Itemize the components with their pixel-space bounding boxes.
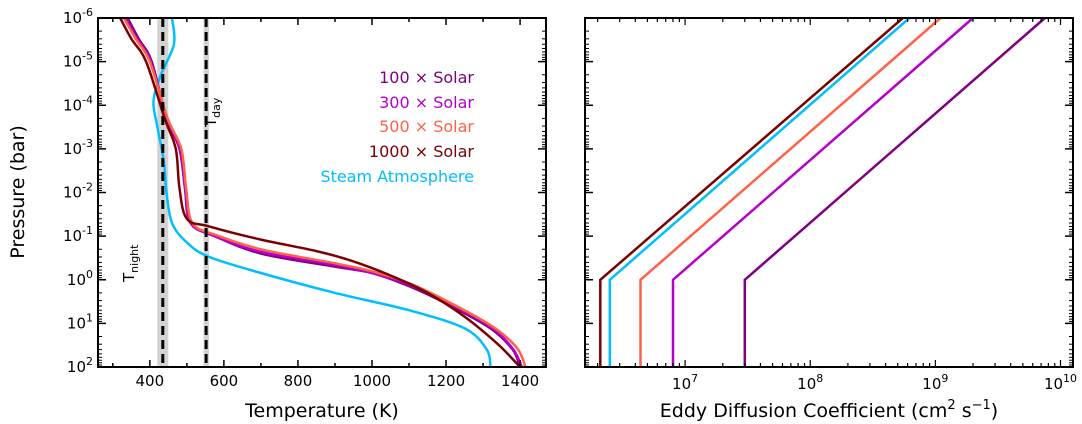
isotherm-lines xyxy=(161,18,208,367)
isotherm-bands xyxy=(157,18,210,367)
y-tick-base: 10 xyxy=(63,53,82,71)
right-x-tick-labels: 107 108 109 1010 xyxy=(672,372,1077,393)
x-tick-exponent: 8 xyxy=(816,372,823,385)
right-axis-ticks xyxy=(585,17,1073,368)
right-x-axis-title: Eddy Diffusion Coefficient (cm2 s−1) xyxy=(660,398,998,422)
y-tick-label: 101 xyxy=(67,311,93,332)
legend: 100 × Solar 300 × Solar 500 × Solar 1000 × … xyxy=(320,68,474,186)
y-tick-exponent: -3 xyxy=(82,137,93,150)
y-tick-label: 10-1 xyxy=(63,224,93,245)
x-tick-label: 1200 xyxy=(427,372,465,390)
y-tick-base: 10 xyxy=(67,314,86,332)
y-tick-base: 10 xyxy=(63,96,82,114)
legend-entry: 100 × Solar xyxy=(379,68,474,87)
t-day-label: Tday xyxy=(202,97,223,128)
x-tick-base: 10 xyxy=(672,375,691,393)
right-x-title-end: ) xyxy=(991,400,998,422)
legend-entry: 500 × Solar xyxy=(379,117,474,136)
y-tick-exponent: -2 xyxy=(82,181,93,194)
y-tick-base: 10 xyxy=(67,271,86,289)
x-tick-label: 600 xyxy=(210,372,239,390)
x-tick-exponent: 9 xyxy=(941,372,948,385)
y-tick-label: 10-3 xyxy=(63,137,93,158)
profile-line-2 xyxy=(122,17,527,368)
right-x-title-sup1: 2 xyxy=(947,398,955,413)
y-tick-label: 10-2 xyxy=(63,181,93,202)
x-tick-label: 800 xyxy=(284,372,313,390)
kzz-line-1 xyxy=(608,17,911,367)
y-tick-exponent: 2 xyxy=(86,355,93,368)
t-day-subscript: day xyxy=(210,97,223,118)
left-plot-frame xyxy=(97,17,547,368)
temperature-profiles xyxy=(119,17,527,368)
profile-line-3 xyxy=(119,17,521,368)
legend-entry: 1000 × Solar xyxy=(369,142,474,161)
y-tick-label: 10-5 xyxy=(63,50,93,71)
y-tick-exponent: -1 xyxy=(82,224,93,237)
y-tick-exponent: -5 xyxy=(82,50,93,63)
right-x-title-main: Eddy Diffusion Coefficient (cm xyxy=(660,400,948,422)
right-x-title-mid: s xyxy=(956,400,972,422)
t-day-main: T xyxy=(202,117,220,128)
y-tick-base: 10 xyxy=(63,140,82,158)
legend-entry: 300 × Solar xyxy=(379,93,474,112)
y-tick-exponent: -4 xyxy=(82,93,93,106)
right-x-title-sup2: −1 xyxy=(972,398,991,413)
x-tick-label: 1000 xyxy=(353,372,391,390)
legend-entry: Steam Atmosphere xyxy=(320,167,474,186)
temperature-pressure-panel: 400 600 800 1000 1200 1400 10-610-510-410-310… xyxy=(7,6,547,422)
left-x-axis-title: Temperature (K) xyxy=(244,400,399,422)
y-tick-exponent: -6 xyxy=(82,6,93,19)
kzz-line-4 xyxy=(743,17,1046,367)
y-tick-base: 10 xyxy=(63,227,82,245)
x-tick-label: 400 xyxy=(136,372,165,390)
eddy-diffusion-panel: 107 108 109 1010 Eddy Diffusion Coefficient… xyxy=(584,17,1077,422)
x-tick-exponent: 10 xyxy=(1063,372,1077,385)
x-tick-base: 10 xyxy=(1044,375,1063,393)
kzz-line-0 xyxy=(599,17,904,367)
left-x-tick-labels: 400 600 800 1000 1200 1400 xyxy=(136,372,540,390)
x-tick-label: 1400 xyxy=(501,372,539,390)
x-tick-label: 1010 xyxy=(1044,372,1077,393)
t-night-label: Tnight xyxy=(120,244,141,283)
x-tick-label: 109 xyxy=(922,372,948,393)
x-tick-base: 10 xyxy=(922,375,941,393)
y-tick-base: 10 xyxy=(67,358,86,376)
y-tick-base: 10 xyxy=(63,184,82,202)
x-tick-label: 107 xyxy=(672,372,698,393)
kzz-profiles xyxy=(599,17,1046,367)
y-tick-exponent: 0 xyxy=(86,268,93,281)
y-tick-base: 10 xyxy=(63,9,82,27)
y-tick-label: 100 xyxy=(67,268,93,289)
kzz-line-3 xyxy=(671,17,974,367)
right-plot-frame xyxy=(584,17,1074,368)
y-tick-exponent: 1 xyxy=(86,311,93,324)
t-night-subscript: night xyxy=(128,244,141,273)
y-tick-label: 10-4 xyxy=(63,93,93,114)
y-tick-label: 10-6 xyxy=(63,6,93,27)
t-night-main: T xyxy=(120,272,138,283)
x-tick-exponent: 7 xyxy=(691,372,698,385)
kzz-line-2 xyxy=(639,17,942,367)
x-tick-base: 10 xyxy=(797,375,816,393)
x-tick-label: 108 xyxy=(797,372,823,393)
left-y-axis-title: Pressure (bar) xyxy=(7,125,29,259)
y-tick-label: 102 xyxy=(67,355,93,376)
